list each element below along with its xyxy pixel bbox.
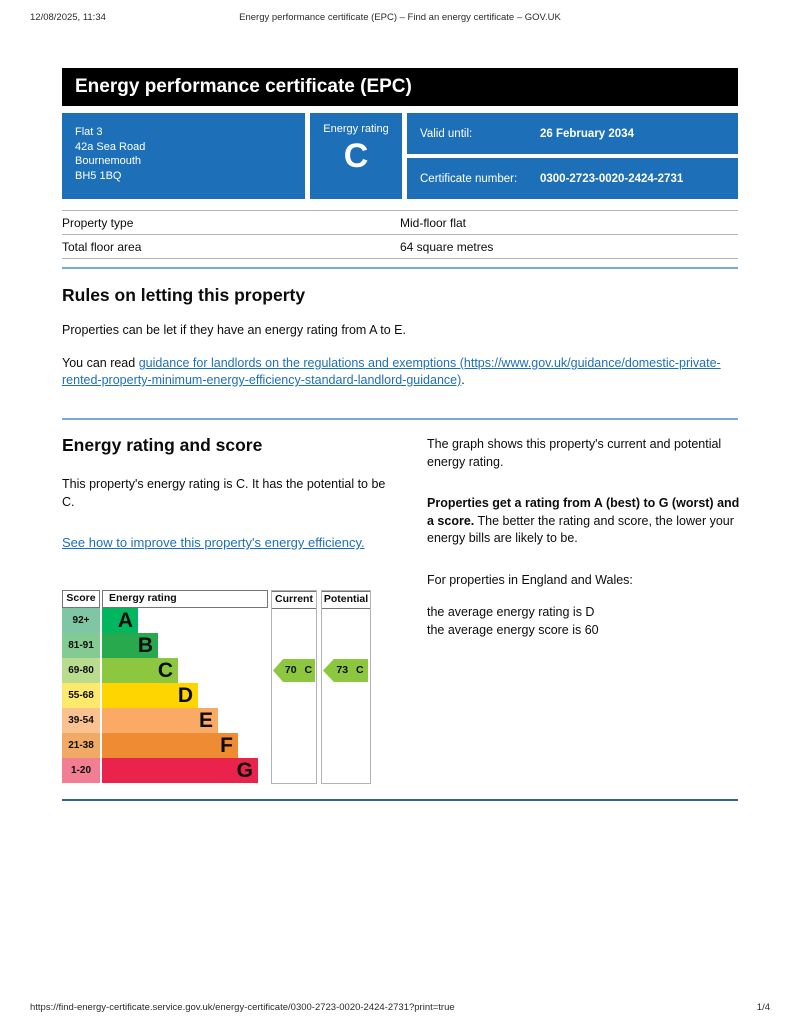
arrow-score: 70 (284, 663, 297, 676)
address-box: Flat 3 42a Sea Road Bournemouth BH5 1BQ (62, 113, 305, 199)
print-datetime: 12/08/2025, 11:34 (30, 12, 106, 23)
print-footer: https://find-energy-certificate.service.… (30, 1002, 770, 1016)
band-letter: D (177, 684, 193, 707)
band-bar-a: A (102, 608, 138, 633)
table-row-label: Property type (62, 215, 134, 230)
energy-rating-box: Energy rating C (310, 113, 402, 199)
band-score-range: 69-80 (62, 658, 100, 683)
band-letter: B (137, 634, 153, 657)
band-bar-g: G (102, 758, 258, 783)
certificate-number-label: Certificate number: (420, 172, 518, 185)
chart-band-row-a: 92+ A (62, 608, 268, 633)
section-divider (62, 267, 738, 269)
arrow-band: C (304, 663, 313, 676)
print-page-indicator: 1/4 (756, 1002, 770, 1013)
epc-chart: Score Energy rating Current Potential 92… (62, 590, 372, 784)
chart-band-row-g: 1-20 G (62, 758, 268, 783)
table-row-value: 64 square metres (400, 239, 494, 254)
rating-explanation-rest: The better the rating and score, the low… (427, 513, 734, 546)
band-score-range: 21-38 (62, 733, 100, 758)
section-divider (62, 799, 738, 801)
rating-right-column: The graph shows this property's current … (427, 436, 742, 639)
rules-guidance-paragraph: You can read guidance for landlords on t… (62, 355, 738, 389)
arrow-band: C (356, 663, 364, 676)
energy-rating-label: Energy rating (323, 123, 389, 135)
band-score-range: 1-20 (62, 758, 100, 783)
chart-band-row-b: 81-91 B (62, 633, 268, 658)
chart-potential-column: Potential (321, 590, 371, 784)
rating-left-column: Energy rating and score This property's … (62, 434, 392, 784)
band-score-range: 81-91 (62, 633, 100, 658)
band-bar-f: F (102, 733, 238, 758)
improve-efficiency-link[interactable]: See how to improve this property's energ… (62, 535, 365, 550)
landlord-guidance-link[interactable]: guidance for landlords on the regulation… (62, 356, 721, 387)
potential-rating-arrow: 73 C (323, 659, 368, 682)
rating-intro: This property's energy rating is C. It h… (62, 477, 386, 509)
average-rating-line: the average energy rating is D (427, 605, 595, 619)
banner-title: Energy performance certificate (EPC) (75, 76, 412, 97)
valid-until-value: 26 February 2034 (540, 127, 634, 140)
chart-band-row-c: 69-80 C (62, 658, 268, 683)
table-row-value: Mid-floor flat (400, 215, 467, 230)
certificate-number-value: 0300-2723-0020-2424-2731 (540, 172, 684, 185)
section-divider (62, 418, 738, 420)
table-row: Property type Mid-floor flat (62, 210, 738, 234)
averages: the average energy rating is D the averag… (427, 604, 742, 639)
address-line-1: Flat 3 (75, 126, 103, 138)
table-row-label: Total floor area (62, 239, 142, 254)
chart-band-row-e: 39-54 E (62, 708, 268, 733)
band-bar-c: C (102, 658, 178, 683)
band-letter: F (220, 734, 233, 757)
graph-description: The graph shows this property's current … (427, 437, 722, 469)
rules-section: Rules on letting this property Propertie… (62, 284, 738, 389)
energy-rating-section: Energy rating and score This property's … (62, 434, 739, 794)
guidance-suffix: . (461, 373, 465, 387)
valid-until-label: Valid until: (420, 127, 473, 140)
average-score-line: the average energy score is 60 (427, 622, 599, 637)
energy-rating-value: C (343, 137, 369, 175)
arrow-score: 73 (336, 663, 349, 676)
current-rating-arrow: 70 C (273, 659, 315, 682)
print-page-title: Energy performance certificate (EPC) – F… (239, 12, 561, 23)
band-score-range: 92+ (62, 608, 100, 633)
table-row: Total floor area 64 square metres (62, 234, 738, 259)
address-line-4: BH5 1BQ (75, 169, 122, 182)
chart-current-column: Current (271, 590, 317, 784)
rating-explanation: Properties get a rating from A (best) to… (427, 495, 742, 548)
certificate-number-box: Certificate number: 0300-2723-0020-2424-… (407, 158, 738, 199)
band-letter: C (157, 659, 173, 682)
england-wales-intro: For properties in England and Wales: (427, 572, 633, 587)
rating-explanation-bold: Properties get a rating from A (best) to… (427, 496, 740, 528)
chart-band-row-d: 55-68 D (62, 683, 268, 708)
address-line-2: 42a Sea Road (75, 140, 146, 153)
band-letter: G (236, 759, 253, 782)
address-line-3: Bournemouth (75, 155, 142, 167)
chart-header-current: Current (272, 591, 316, 609)
band-letter: A (117, 609, 133, 632)
rating-heading: Energy rating and score (62, 435, 263, 455)
property-table: Property type Mid-floor flat Total floor a… (62, 210, 738, 259)
chart-header-score: Score (62, 590, 100, 608)
guidance-prefix: You can read (62, 356, 139, 370)
band-score-range: 39-54 (62, 708, 100, 733)
print-footer-url: https://find-energy-certificate.service.… (30, 1002, 455, 1013)
print-header: 12/08/2025, 11:34 Energy performance cer… (30, 12, 770, 26)
epc-banner: Energy performance certificate (EPC) (62, 68, 738, 106)
certificate-meta: Valid until: 26 February 2034 Certificat… (407, 113, 738, 199)
chart-header-potential: Potential (322, 591, 370, 609)
band-bar-b: B (102, 633, 158, 658)
band-letter: E (198, 709, 213, 732)
rules-heading: Rules on letting this property (62, 285, 306, 305)
summary-row: Flat 3 42a Sea Road Bournemouth BH5 1BQ … (62, 113, 738, 199)
band-score-range: 55-68 (62, 683, 100, 708)
valid-until-box: Valid until: 26 February 2034 (407, 113, 738, 154)
band-bar-d: D (102, 683, 198, 708)
rules-paragraph: Properties can be let if they have an en… (62, 323, 406, 337)
band-bar-e: E (102, 708, 218, 733)
chart-header-energy-rating: Energy rating (102, 590, 268, 608)
chart-band-row-f: 21-38 F (62, 733, 268, 758)
